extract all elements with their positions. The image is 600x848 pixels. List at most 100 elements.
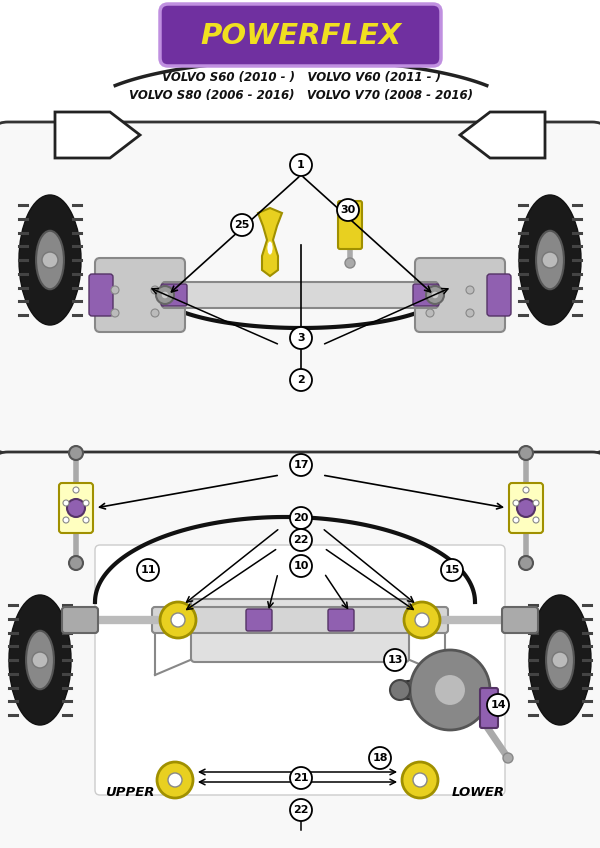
FancyBboxPatch shape — [328, 609, 354, 631]
Text: VOLVO S80 (2006 - 2016)   VOLVO V70 (2008 - 2016): VOLVO S80 (2006 - 2016) VOLVO V70 (2008 … — [129, 90, 473, 103]
Circle shape — [504, 614, 516, 626]
Circle shape — [83, 500, 89, 506]
Circle shape — [69, 556, 83, 570]
Circle shape — [390, 680, 410, 700]
FancyBboxPatch shape — [338, 201, 362, 249]
Ellipse shape — [519, 195, 581, 325]
Circle shape — [487, 694, 509, 716]
Circle shape — [290, 369, 312, 391]
Circle shape — [69, 446, 83, 460]
Circle shape — [63, 500, 69, 506]
Ellipse shape — [19, 195, 81, 325]
Polygon shape — [258, 208, 282, 276]
Circle shape — [32, 652, 48, 668]
Circle shape — [542, 252, 558, 268]
FancyBboxPatch shape — [160, 4, 441, 66]
Ellipse shape — [36, 231, 64, 289]
Circle shape — [503, 753, 513, 763]
FancyBboxPatch shape — [502, 607, 538, 633]
Circle shape — [513, 500, 519, 506]
Circle shape — [513, 517, 519, 523]
Circle shape — [426, 286, 444, 304]
Circle shape — [431, 291, 439, 299]
Ellipse shape — [536, 231, 564, 289]
Circle shape — [83, 517, 89, 523]
Circle shape — [290, 507, 312, 529]
Circle shape — [156, 286, 174, 304]
Circle shape — [404, 602, 440, 638]
Circle shape — [151, 286, 159, 294]
Circle shape — [42, 252, 58, 268]
FancyBboxPatch shape — [480, 688, 498, 728]
Circle shape — [337, 199, 359, 221]
Circle shape — [73, 487, 79, 493]
Circle shape — [441, 559, 463, 581]
Text: 21: 21 — [293, 773, 309, 783]
Circle shape — [157, 762, 193, 798]
Circle shape — [231, 214, 253, 236]
Text: 2: 2 — [297, 375, 305, 385]
Text: 20: 20 — [293, 513, 308, 523]
Ellipse shape — [9, 595, 71, 725]
Text: 30: 30 — [340, 205, 356, 215]
Circle shape — [290, 767, 312, 789]
Circle shape — [168, 773, 182, 787]
Circle shape — [466, 286, 474, 294]
Circle shape — [519, 556, 533, 570]
Circle shape — [290, 529, 312, 551]
Circle shape — [290, 454, 312, 476]
Circle shape — [426, 286, 434, 294]
FancyBboxPatch shape — [415, 258, 505, 332]
Circle shape — [523, 487, 529, 493]
Ellipse shape — [26, 631, 54, 689]
Circle shape — [552, 652, 568, 668]
Circle shape — [426, 309, 434, 317]
Circle shape — [466, 309, 474, 317]
FancyBboxPatch shape — [0, 122, 600, 453]
Circle shape — [137, 559, 159, 581]
Circle shape — [410, 650, 490, 730]
Text: VOLVO S60 (2010 - )   VOLVO V60 (2011 - ): VOLVO S60 (2010 - ) VOLVO V60 (2011 - ) — [161, 71, 440, 85]
Polygon shape — [400, 676, 448, 704]
Circle shape — [290, 555, 312, 577]
Circle shape — [67, 499, 85, 517]
Circle shape — [533, 500, 539, 506]
Circle shape — [413, 773, 427, 787]
Circle shape — [151, 309, 159, 317]
FancyBboxPatch shape — [95, 258, 185, 332]
Circle shape — [517, 499, 535, 517]
FancyBboxPatch shape — [161, 284, 187, 306]
Ellipse shape — [546, 631, 574, 689]
FancyBboxPatch shape — [191, 599, 409, 662]
Circle shape — [369, 747, 391, 769]
Circle shape — [161, 291, 169, 299]
FancyBboxPatch shape — [162, 282, 438, 308]
Text: 13: 13 — [388, 655, 403, 665]
FancyBboxPatch shape — [509, 483, 543, 533]
FancyBboxPatch shape — [95, 545, 505, 795]
Circle shape — [415, 613, 429, 627]
Ellipse shape — [267, 241, 273, 255]
Circle shape — [290, 799, 312, 821]
Circle shape — [84, 614, 96, 626]
Circle shape — [384, 649, 406, 671]
Text: 22: 22 — [293, 805, 309, 815]
Circle shape — [345, 258, 355, 268]
Text: LOWER: LOWER — [451, 785, 505, 799]
FancyBboxPatch shape — [62, 607, 98, 633]
Text: 11: 11 — [140, 565, 156, 575]
FancyBboxPatch shape — [246, 609, 272, 631]
FancyBboxPatch shape — [59, 483, 93, 533]
FancyBboxPatch shape — [0, 452, 600, 848]
Circle shape — [290, 327, 312, 349]
Text: 1: 1 — [297, 160, 305, 170]
Circle shape — [434, 674, 466, 706]
Text: 10: 10 — [293, 561, 308, 571]
FancyBboxPatch shape — [487, 274, 511, 316]
Polygon shape — [55, 112, 140, 158]
Circle shape — [533, 517, 539, 523]
FancyBboxPatch shape — [89, 274, 113, 316]
Text: 18: 18 — [372, 753, 388, 763]
Circle shape — [160, 602, 196, 638]
Text: 15: 15 — [445, 565, 460, 575]
